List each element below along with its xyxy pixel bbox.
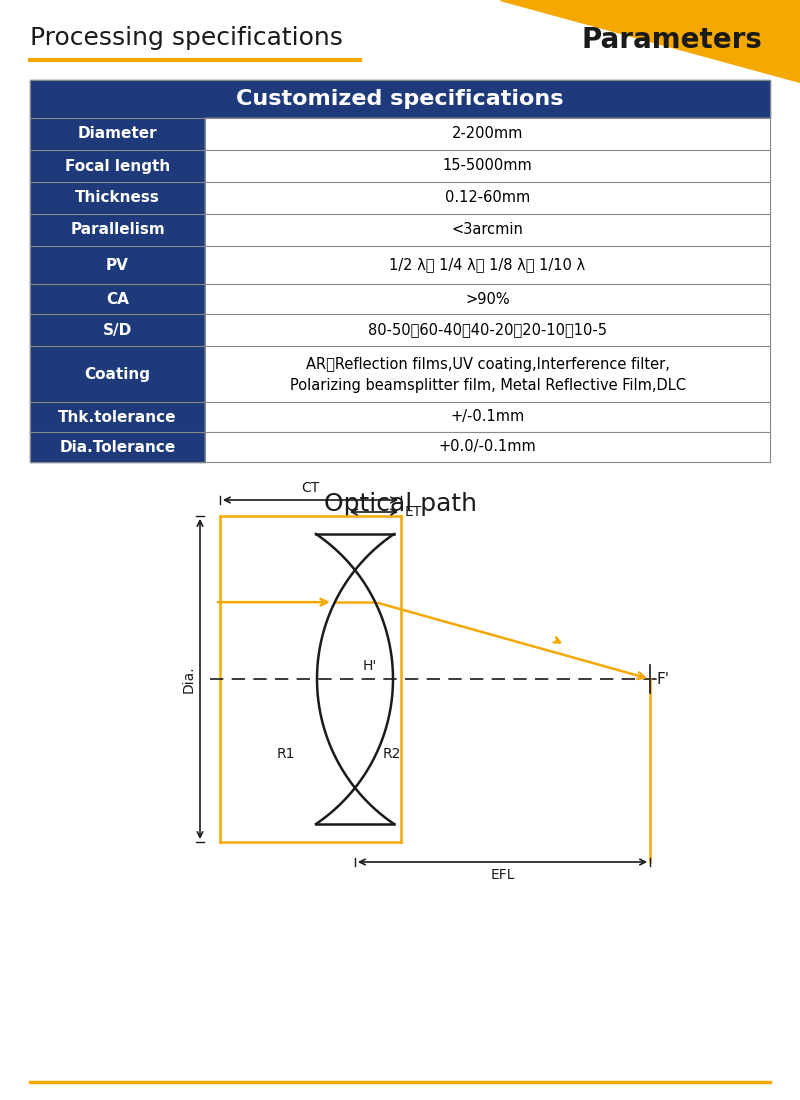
Text: CA: CA: [106, 292, 129, 307]
Text: CT: CT: [302, 481, 320, 495]
Text: Optical path: Optical path: [323, 492, 477, 516]
Text: PV: PV: [106, 257, 129, 273]
Text: Parameters: Parameters: [582, 26, 762, 54]
FancyBboxPatch shape: [30, 118, 205, 150]
Text: 80-50、60-40、40-20、20-10、10-5: 80-50、60-40、40-20、20-10、10-5: [368, 322, 607, 338]
FancyBboxPatch shape: [205, 346, 770, 402]
Text: Parallelism: Parallelism: [70, 222, 165, 238]
Text: >90%: >90%: [465, 292, 510, 307]
FancyBboxPatch shape: [205, 118, 770, 150]
FancyBboxPatch shape: [30, 214, 205, 246]
Text: Customized specifications: Customized specifications: [236, 89, 564, 109]
Text: Dia.Tolerance: Dia.Tolerance: [59, 440, 176, 454]
FancyBboxPatch shape: [205, 214, 770, 246]
Text: ET: ET: [405, 505, 422, 519]
FancyBboxPatch shape: [30, 150, 205, 182]
FancyBboxPatch shape: [205, 246, 770, 284]
Text: +0.0/-0.1mm: +0.0/-0.1mm: [438, 440, 536, 454]
Text: Polarizing beamsplitter film, Metal Reflective Film,DLC: Polarizing beamsplitter film, Metal Refl…: [290, 377, 686, 393]
FancyBboxPatch shape: [30, 80, 770, 118]
Text: EFL: EFL: [490, 868, 514, 882]
Text: Focal length: Focal length: [65, 158, 170, 174]
FancyBboxPatch shape: [205, 284, 770, 314]
FancyBboxPatch shape: [30, 346, 205, 402]
Text: 2-200mm: 2-200mm: [452, 126, 523, 142]
Text: 1/2 λ、 1/4 λ、 1/8 λ、 1/10 λ: 1/2 λ、 1/4 λ、 1/8 λ、 1/10 λ: [390, 257, 586, 273]
FancyBboxPatch shape: [205, 182, 770, 214]
Polygon shape: [500, 0, 800, 82]
Text: H': H': [363, 659, 378, 673]
Text: <3arcmin: <3arcmin: [451, 222, 523, 238]
Text: 15-5000mm: 15-5000mm: [442, 158, 532, 174]
Text: F': F': [656, 671, 669, 686]
Text: R1: R1: [277, 747, 295, 761]
Text: Diameter: Diameter: [78, 126, 158, 142]
Text: Coating: Coating: [85, 366, 150, 382]
FancyBboxPatch shape: [30, 182, 205, 214]
Text: AR、Reflection films,UV coating,Interference filter,: AR、Reflection films,UV coating,Interfere…: [306, 358, 670, 372]
Text: Thk.tolerance: Thk.tolerance: [58, 409, 177, 425]
Text: +/-0.1mm: +/-0.1mm: [450, 409, 525, 425]
FancyBboxPatch shape: [30, 284, 205, 314]
FancyBboxPatch shape: [205, 314, 770, 346]
FancyBboxPatch shape: [30, 432, 205, 462]
Text: 0.12-60mm: 0.12-60mm: [445, 190, 530, 206]
FancyBboxPatch shape: [30, 402, 205, 432]
FancyBboxPatch shape: [205, 402, 770, 432]
Text: R2: R2: [383, 747, 402, 761]
FancyBboxPatch shape: [205, 432, 770, 462]
FancyBboxPatch shape: [205, 150, 770, 182]
FancyBboxPatch shape: [30, 314, 205, 346]
FancyBboxPatch shape: [30, 246, 205, 284]
Text: Thickness: Thickness: [75, 190, 160, 206]
Text: Dia.: Dia.: [182, 666, 196, 693]
Text: S/D: S/D: [103, 322, 132, 338]
Text: Processing specifications: Processing specifications: [30, 26, 343, 50]
